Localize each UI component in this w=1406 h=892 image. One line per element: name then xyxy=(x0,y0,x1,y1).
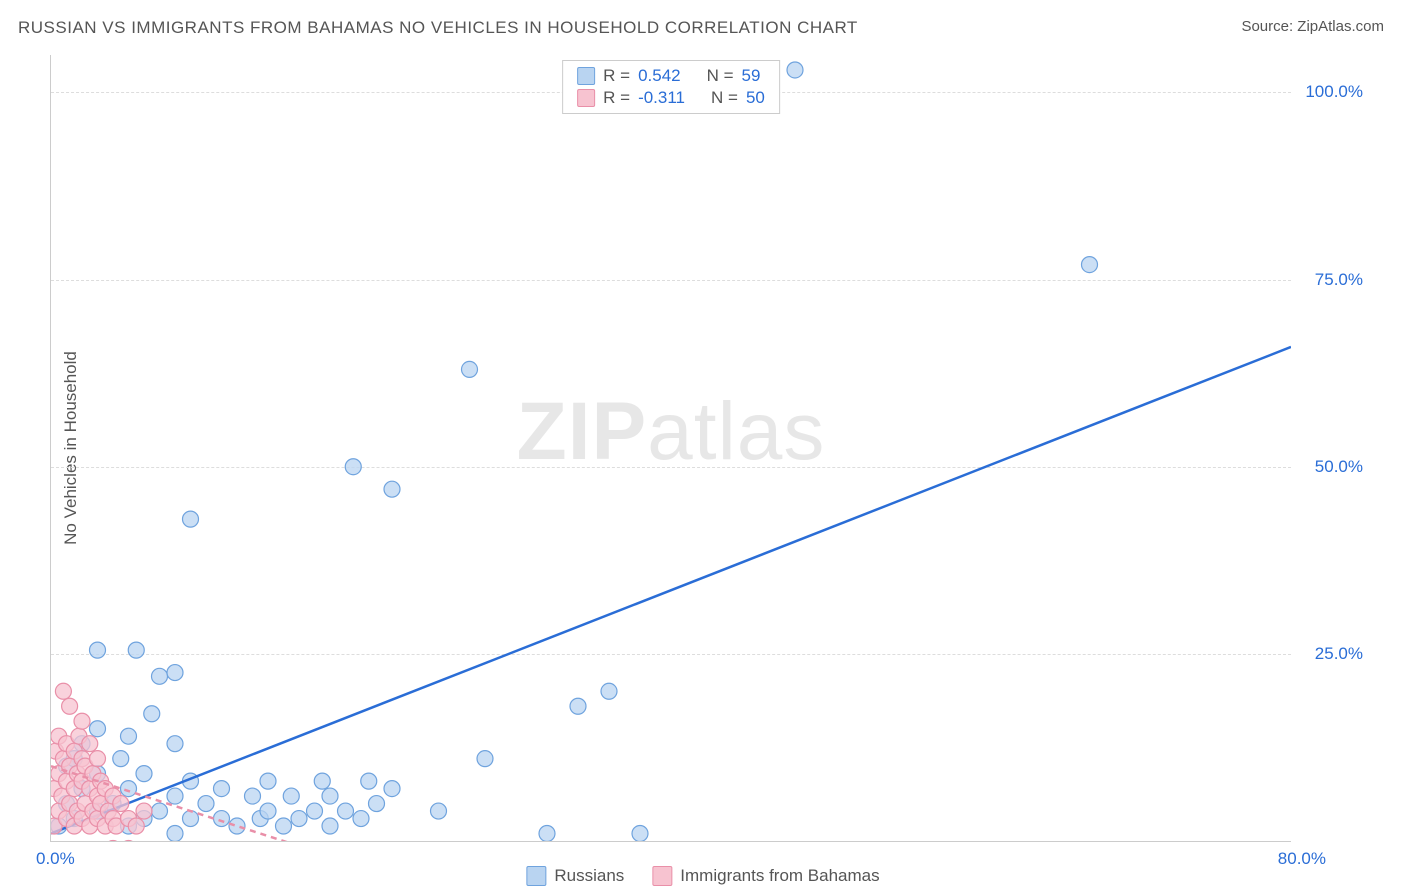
russians-point xyxy=(167,788,183,804)
stats-swatch-icon xyxy=(577,89,595,107)
russians-point xyxy=(322,818,338,834)
y-tick-label: 100.0% xyxy=(1305,82,1363,102)
legend-label: Russians xyxy=(554,866,624,886)
y-tick-label: 50.0% xyxy=(1315,457,1363,477)
russians-point xyxy=(214,781,230,797)
stats-n-label: N = xyxy=(711,88,738,108)
bahamas-point xyxy=(128,818,144,834)
russians-trendline xyxy=(51,347,1291,834)
stats-swatch-icon xyxy=(577,67,595,85)
legend-label: Immigrants from Bahamas xyxy=(680,866,879,886)
russians-point xyxy=(291,811,307,827)
russians-point xyxy=(1082,257,1098,273)
russians-point xyxy=(322,788,338,804)
russians-point xyxy=(90,721,106,737)
russians-point xyxy=(183,511,199,527)
stats-legend: R =0.542N =59R =-0.311N =50 xyxy=(562,60,780,114)
russians-point xyxy=(229,818,245,834)
russians-point xyxy=(283,788,299,804)
russians-point xyxy=(167,665,183,681)
stats-row-russians: R = 0.542 N = 59 xyxy=(577,65,765,87)
russians-point xyxy=(338,803,354,819)
stats-n-value: 50 xyxy=(746,88,765,108)
bahamas-point xyxy=(90,751,106,767)
russians-point xyxy=(361,773,377,789)
bahamas-point xyxy=(74,713,90,729)
russians-point xyxy=(384,781,400,797)
stats-n-label: N = xyxy=(707,66,734,86)
russians-point xyxy=(152,668,168,684)
russians-point xyxy=(276,818,292,834)
stats-r-label: R = xyxy=(603,66,630,86)
russians-point xyxy=(128,642,144,658)
russians-point xyxy=(601,683,617,699)
russians-point xyxy=(345,459,361,475)
bahamas-point xyxy=(121,840,137,841)
bottom-legend: Russians Immigrants from Bahamas xyxy=(526,866,879,886)
russians-point xyxy=(167,736,183,752)
x-tick-min: 0.0% xyxy=(36,849,75,869)
scatter-chart: No Vehicles in Household ZIPatlas R =0.5… xyxy=(50,55,1291,842)
russians-point xyxy=(314,773,330,789)
russians-point xyxy=(462,361,478,377)
bahamas-point xyxy=(62,698,78,714)
page-title: RUSSIAN VS IMMIGRANTS FROM BAHAMAS NO VE… xyxy=(18,18,858,38)
russians-point xyxy=(369,796,385,812)
y-tick-label: 25.0% xyxy=(1315,644,1363,664)
russians-point xyxy=(90,642,106,658)
stats-n-value: 59 xyxy=(742,66,761,86)
russians-point xyxy=(121,728,137,744)
stats-r-value: 0.542 xyxy=(638,66,681,86)
russians-point xyxy=(353,811,369,827)
y-tick-label: 75.0% xyxy=(1315,270,1363,290)
russians-point xyxy=(260,773,276,789)
russians-point xyxy=(214,811,230,827)
bahamas-point xyxy=(55,683,71,699)
russians-point xyxy=(136,766,152,782)
bahamas-point xyxy=(136,803,152,819)
bahamas-point xyxy=(105,840,121,841)
russians-point xyxy=(632,826,648,841)
russians-point xyxy=(477,751,493,767)
stats-r-value: -0.311 xyxy=(638,88,685,108)
russians-point xyxy=(384,481,400,497)
plot-svg xyxy=(51,55,1291,841)
russians-point xyxy=(307,803,323,819)
legend-item-russians: Russians xyxy=(526,866,624,886)
bahamas-point xyxy=(113,796,129,812)
bahamas-point xyxy=(82,736,98,752)
legend-swatch-icon xyxy=(526,866,546,886)
russians-point xyxy=(144,706,160,722)
russians-point xyxy=(121,781,137,797)
legend-swatch-icon xyxy=(652,866,672,886)
russians-point xyxy=(539,826,555,841)
source-label: Source: ZipAtlas.com xyxy=(1241,18,1384,35)
stats-r-label: R = xyxy=(603,88,630,108)
russians-point xyxy=(198,796,214,812)
russians-point xyxy=(152,803,168,819)
russians-point xyxy=(570,698,586,714)
russians-point xyxy=(260,803,276,819)
russians-point xyxy=(183,811,199,827)
stats-row-bahamas: R = -0.311 N = 50 xyxy=(577,87,765,109)
russians-point xyxy=(245,788,261,804)
russians-point xyxy=(787,62,803,78)
russians-point xyxy=(431,803,447,819)
russians-point xyxy=(113,751,129,767)
x-tick-max: 80.0% xyxy=(1278,849,1326,869)
russians-point xyxy=(167,826,183,841)
legend-item-bahamas: Immigrants from Bahamas xyxy=(652,866,879,886)
